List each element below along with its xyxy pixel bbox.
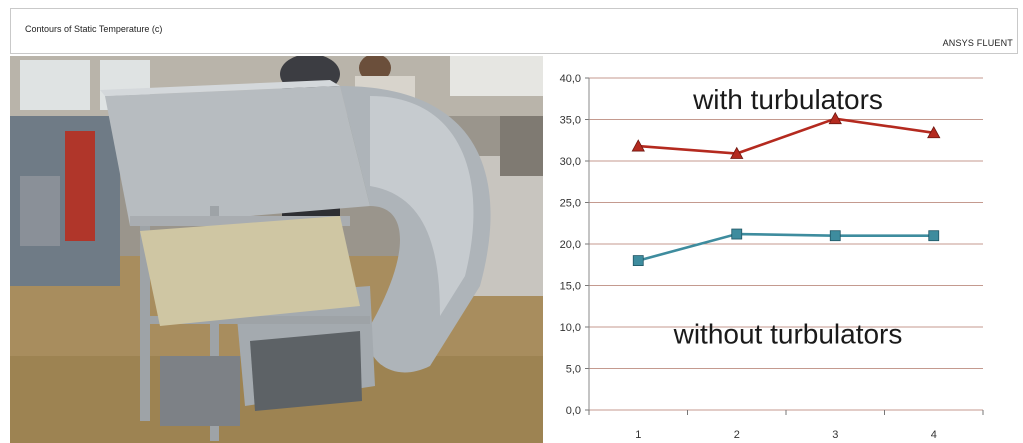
contour-title: Contours of Static Temperature (c)	[25, 24, 163, 34]
data-point-square	[928, 230, 940, 242]
figure-header: Contours of Static Temperature (c) ANSYS…	[10, 8, 1018, 54]
series-line	[638, 117, 934, 155]
temperature-chart: 0,0 5,0 10,0 15,0 20,0 25,0 30,0 35,0 40,0 1 2 3 4 wi…	[543, 56, 1023, 443]
chart-annotation: with turbulators	[692, 84, 883, 115]
duct-photo	[10, 56, 543, 443]
y-tick-label: 30,0	[560, 156, 581, 168]
data-point-triangle	[730, 146, 744, 159]
data-point-square	[829, 230, 841, 242]
data-point-triangle	[828, 111, 842, 125]
x-tick-label: 1	[635, 429, 641, 441]
y-tick-label: 15,0	[560, 281, 581, 293]
data-point-square	[731, 228, 743, 240]
series-line	[637, 232, 934, 262]
y-tick-label: 0,0	[566, 405, 581, 417]
y-tick-label: 40,0	[560, 73, 581, 85]
y-tick-label: 20,0	[560, 239, 581, 251]
data-point-triangle	[631, 139, 645, 152]
duct-photo-drawing	[10, 56, 543, 443]
data-point-triangle	[927, 125, 941, 139]
software-brand: ANSYS FLUENT	[942, 38, 1013, 48]
chart-annotation: without turbulators	[673, 319, 903, 350]
y-tick-label: 10,0	[560, 322, 581, 334]
data-point-square	[632, 255, 644, 267]
y-tick-label: 5,0	[566, 364, 581, 376]
x-tick-label: 3	[832, 429, 838, 441]
x-tick-label: 2	[734, 429, 740, 441]
y-tick-label: 35,0	[560, 115, 581, 127]
x-tick-label: 4	[931, 429, 937, 441]
y-tick-label: 25,0	[560, 198, 581, 210]
temperature-chart-plot: 0,0 5,0 10,0 15,0 20,0 25,0 30,0 35,0 40,0 1 2 3 4 wi…	[560, 73, 984, 441]
